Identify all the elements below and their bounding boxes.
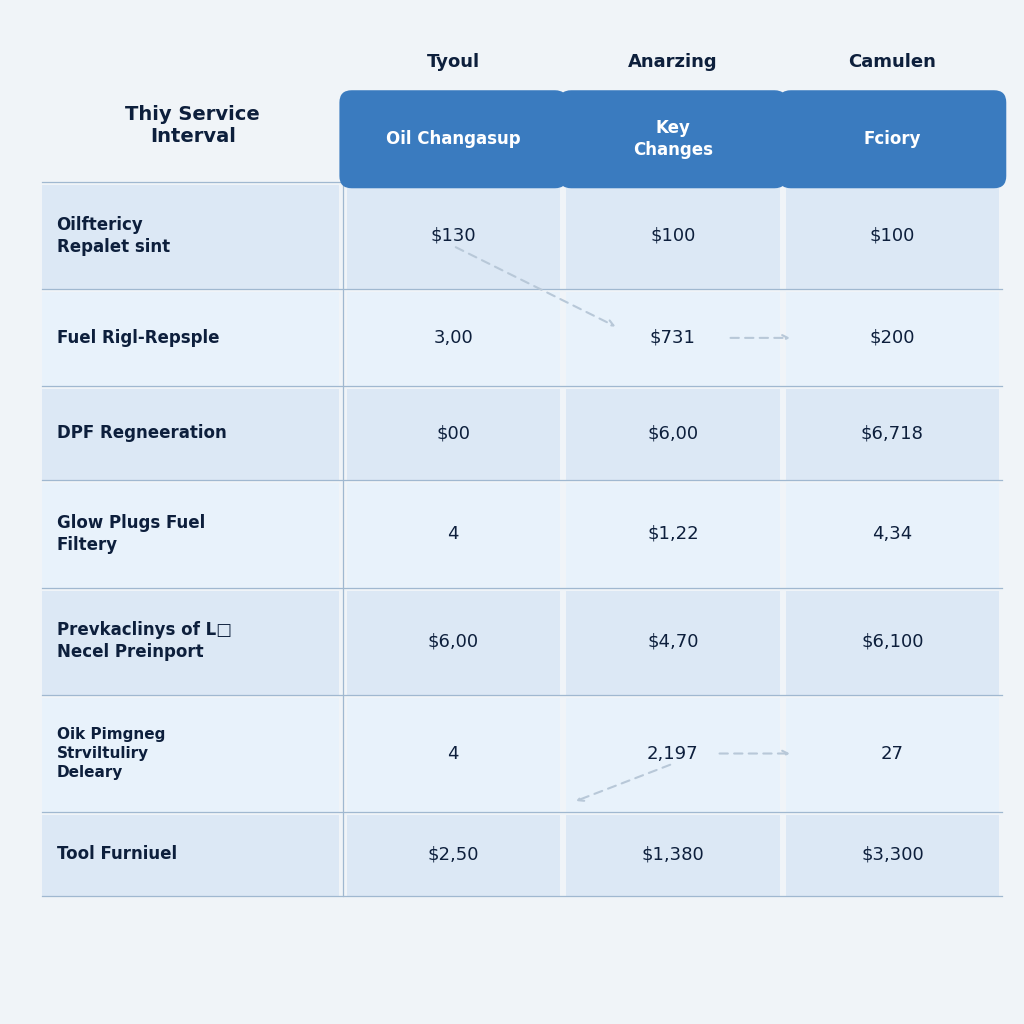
Text: Key
Changes: Key Changes	[633, 119, 713, 160]
Bar	[785, 293, 999, 386]
Text: $2,50: $2,50	[428, 845, 479, 863]
Text: 2,197: 2,197	[647, 744, 698, 763]
Text: $1,22: $1,22	[647, 525, 698, 543]
Text: $100: $100	[650, 226, 695, 245]
Text: Tyoul: Tyoul	[427, 52, 480, 71]
Text: DPF Regneeration: DPF Regneeration	[56, 424, 226, 442]
Bar	[42, 389, 339, 480]
Text: $1,380: $1,380	[641, 845, 705, 863]
Text: $4,70: $4,70	[647, 632, 698, 650]
Text: Thiy Service
Interval: Thiy Service Interval	[126, 105, 260, 146]
Text: Oik Pimgneg
Strviltuliry
Deleary: Oik Pimgneg Strviltuliry Deleary	[56, 727, 165, 779]
Bar	[42, 815, 339, 896]
Text: 4,34: 4,34	[872, 525, 912, 543]
Text: $130: $130	[430, 226, 476, 245]
Text: Fciory: Fciory	[863, 130, 922, 148]
Text: $3,300: $3,300	[861, 845, 924, 863]
Text: $6,00: $6,00	[647, 424, 698, 442]
Text: Anarzing: Anarzing	[628, 52, 718, 71]
Text: $100: $100	[869, 226, 915, 245]
Bar	[785, 389, 999, 480]
Text: $6,100: $6,100	[861, 632, 924, 650]
Text: $00: $00	[436, 424, 470, 442]
FancyBboxPatch shape	[559, 90, 786, 188]
Bar	[42, 293, 339, 386]
Bar	[346, 293, 560, 386]
Bar	[785, 815, 999, 896]
Text: 4: 4	[447, 525, 459, 543]
Bar	[346, 389, 560, 480]
Text: Tool Furniuel: Tool Furniuel	[56, 845, 177, 863]
Text: $6,00: $6,00	[428, 632, 479, 650]
Text: 4: 4	[447, 744, 459, 763]
Text: Camulen: Camulen	[849, 52, 936, 71]
Bar	[566, 389, 779, 480]
Text: $200: $200	[869, 329, 915, 347]
Text: 3,00: 3,00	[433, 329, 473, 347]
Text: $731: $731	[650, 329, 695, 347]
Text: Oil Changasup: Oil Changasup	[386, 130, 520, 148]
Text: Fuel Rigl-Repsple: Fuel Rigl-Repsple	[56, 329, 219, 347]
Text: Glow Plugs Fuel
Filtery: Glow Plugs Fuel Filtery	[56, 514, 205, 554]
FancyBboxPatch shape	[778, 90, 1007, 188]
Bar	[566, 293, 779, 386]
Text: $6,718: $6,718	[861, 424, 924, 442]
Bar	[346, 815, 560, 896]
Bar	[566, 815, 779, 896]
Text: Prevkaclinys of L□
Necel Preinport: Prevkaclinys of L□ Necel Preinport	[56, 622, 231, 662]
Text: 27: 27	[881, 744, 904, 763]
FancyBboxPatch shape	[339, 90, 567, 188]
Text: Oilftericy
Repalet sint: Oilftericy Repalet sint	[56, 216, 170, 256]
